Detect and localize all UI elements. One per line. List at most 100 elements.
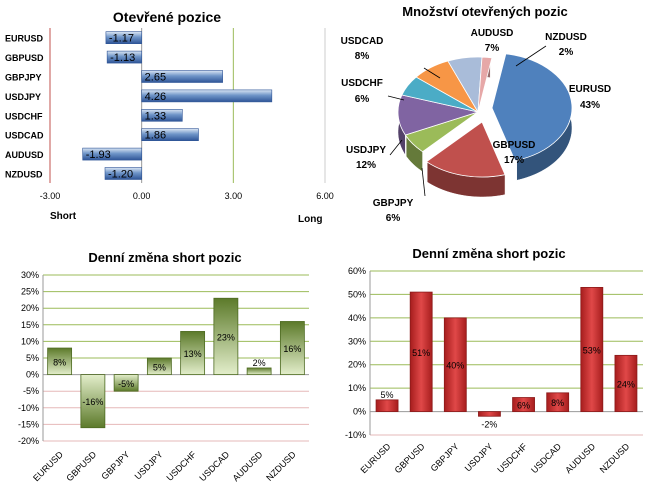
slice-value-label: 8%: [355, 51, 370, 62]
category-label: GBPJPY: [5, 73, 42, 83]
daily-short-change-red-chart: Denní změna short pozic 5% 51% 40% -2% 6% 8% 5…: [345, 246, 643, 475]
x-tick-label: 0.00: [133, 191, 151, 201]
y-tick-label: 30%: [348, 336, 366, 346]
value-label: 2.65: [145, 72, 166, 84]
bar-eurusd: [375, 399, 399, 412]
y-tick-label: 10%: [21, 336, 39, 346]
category-label: NZDUSD: [264, 449, 298, 483]
bar-usdchf: [141, 109, 183, 122]
slice-name-label: NZDUSD: [545, 32, 587, 43]
category-label: GBPUSD: [64, 449, 98, 483]
leader-line: [515, 45, 547, 67]
value-label: 1.33: [145, 110, 166, 122]
y-tick-label: -15%: [18, 419, 39, 429]
y-tick-label: 20%: [21, 303, 39, 313]
y-tick-label: -10%: [345, 430, 366, 440]
slice-usdjpy: [397, 94, 480, 136]
leader-line: [421, 167, 426, 197]
y-tick-label: 20%: [348, 360, 366, 370]
category-label: AUDUSD: [5, 150, 44, 160]
y-tick-label: 5%: [26, 353, 39, 363]
category-label: AUDUSD: [563, 441, 597, 475]
y-tick-label: -5%: [23, 386, 39, 396]
category-label: GBPUSD: [393, 441, 427, 475]
category-label: USDCAD: [197, 449, 231, 483]
x-tick-label: 3.00: [225, 191, 243, 201]
y-tick-label: 15%: [21, 320, 39, 330]
category-label: USDCHF: [495, 441, 529, 475]
bar-audusd: [580, 286, 604, 412]
y-tick-label: 40%: [348, 313, 366, 323]
y-tick-label: 25%: [21, 287, 39, 297]
slice-value-label: 12%: [356, 160, 376, 171]
category-label: USDJPY: [133, 449, 165, 481]
bar-audusd: [82, 147, 142, 161]
leader-line: [423, 67, 441, 79]
bar-nzdusd: [279, 321, 305, 376]
category-label: GBPJPY: [99, 449, 131, 481]
slice-gbpusd: [425, 121, 506, 178]
slice-eurusd: [491, 53, 573, 162]
leader-line: [387, 95, 405, 101]
slice-name-label: AUDUSD: [471, 28, 514, 39]
y-tick-label: 50%: [348, 289, 366, 299]
category-label: USDCAD: [5, 131, 44, 141]
category-label: USDJPY: [5, 92, 41, 102]
value-label: -16%: [82, 397, 103, 407]
value-label: 8%: [53, 357, 66, 367]
y-tick-label: -20%: [18, 436, 39, 446]
value-label: 13%: [184, 349, 202, 359]
slice-name-label: GBPJPY: [373, 198, 414, 209]
leader-line: [389, 139, 403, 156]
slice-name-label: USDCHF: [341, 78, 383, 89]
value-label: 53%: [583, 345, 601, 355]
bar-gbpusd: [80, 374, 106, 429]
y-tick-label: 60%: [348, 266, 366, 276]
bar-usdcad: [546, 392, 570, 412]
red-chart-title: Denní změna short pozic: [412, 246, 565, 261]
slice-name-label: USDJPY: [346, 145, 386, 156]
bar-usdchf: [512, 397, 535, 412]
bar-eurusd: [47, 347, 73, 376]
open-positions-chart: Otevřené pozice -1.17 -1.13 2.65 4.26 1.33 1.…: [5, 9, 334, 225]
value-label: -1.93: [86, 149, 111, 161]
value-label: 16%: [283, 344, 301, 354]
long-note: Long: [298, 214, 322, 225]
open-positions-title: Otevřené pozice: [113, 9, 221, 25]
bar-eurusd: [105, 31, 142, 45]
green-chart-title: Denní změna short pozic: [88, 250, 241, 265]
y-tick-label: 30%: [21, 270, 39, 280]
y-tick-label: 0%: [353, 407, 366, 417]
slice-value-label: 6%: [386, 213, 401, 224]
value-label: 6%: [517, 401, 530, 411]
bar-usdjpy: [146, 357, 172, 376]
category-label: NZDUSD: [598, 441, 632, 475]
slice-value-label: 7%: [485, 43, 500, 54]
bar-usdcad: [141, 128, 199, 141]
value-label: -1.20: [108, 169, 133, 181]
category-label: NZDUSD: [5, 170, 43, 180]
position-share-pie-chart: Množství otevřených pozic EURUSD 43% GBPUS…: [341, 4, 612, 224]
value-label: 2%: [253, 358, 266, 368]
slice-nzdusd: [477, 56, 493, 113]
daily-short-change-green-chart: Denní změna short pozic 8% -16% -5% 5% 13% 23…: [18, 250, 309, 483]
value-label: 8%: [551, 398, 564, 408]
slice-value-label: 6%: [355, 94, 370, 105]
bar-gbpjpy: [113, 374, 139, 392]
slice-value-label: 2%: [559, 47, 574, 58]
slice-name-label: GBPUSD: [493, 140, 536, 151]
category-label: USDJPY: [463, 441, 495, 473]
category-label: GBPUSD: [5, 53, 44, 63]
value-label: 5%: [153, 362, 166, 372]
bar-audusd: [246, 367, 272, 375]
category-label: USDCHF: [164, 449, 198, 483]
y-tick-label: 0%: [26, 370, 39, 380]
category-label: EURUSD: [31, 449, 65, 483]
value-label: 4.26: [145, 91, 166, 103]
value-label: -1.13: [110, 52, 135, 64]
bar-gbpjpy: [141, 70, 223, 83]
value-label: -1.17: [109, 33, 134, 45]
bar-gbpusd: [409, 291, 433, 412]
category-label: EURUSD: [359, 441, 393, 475]
